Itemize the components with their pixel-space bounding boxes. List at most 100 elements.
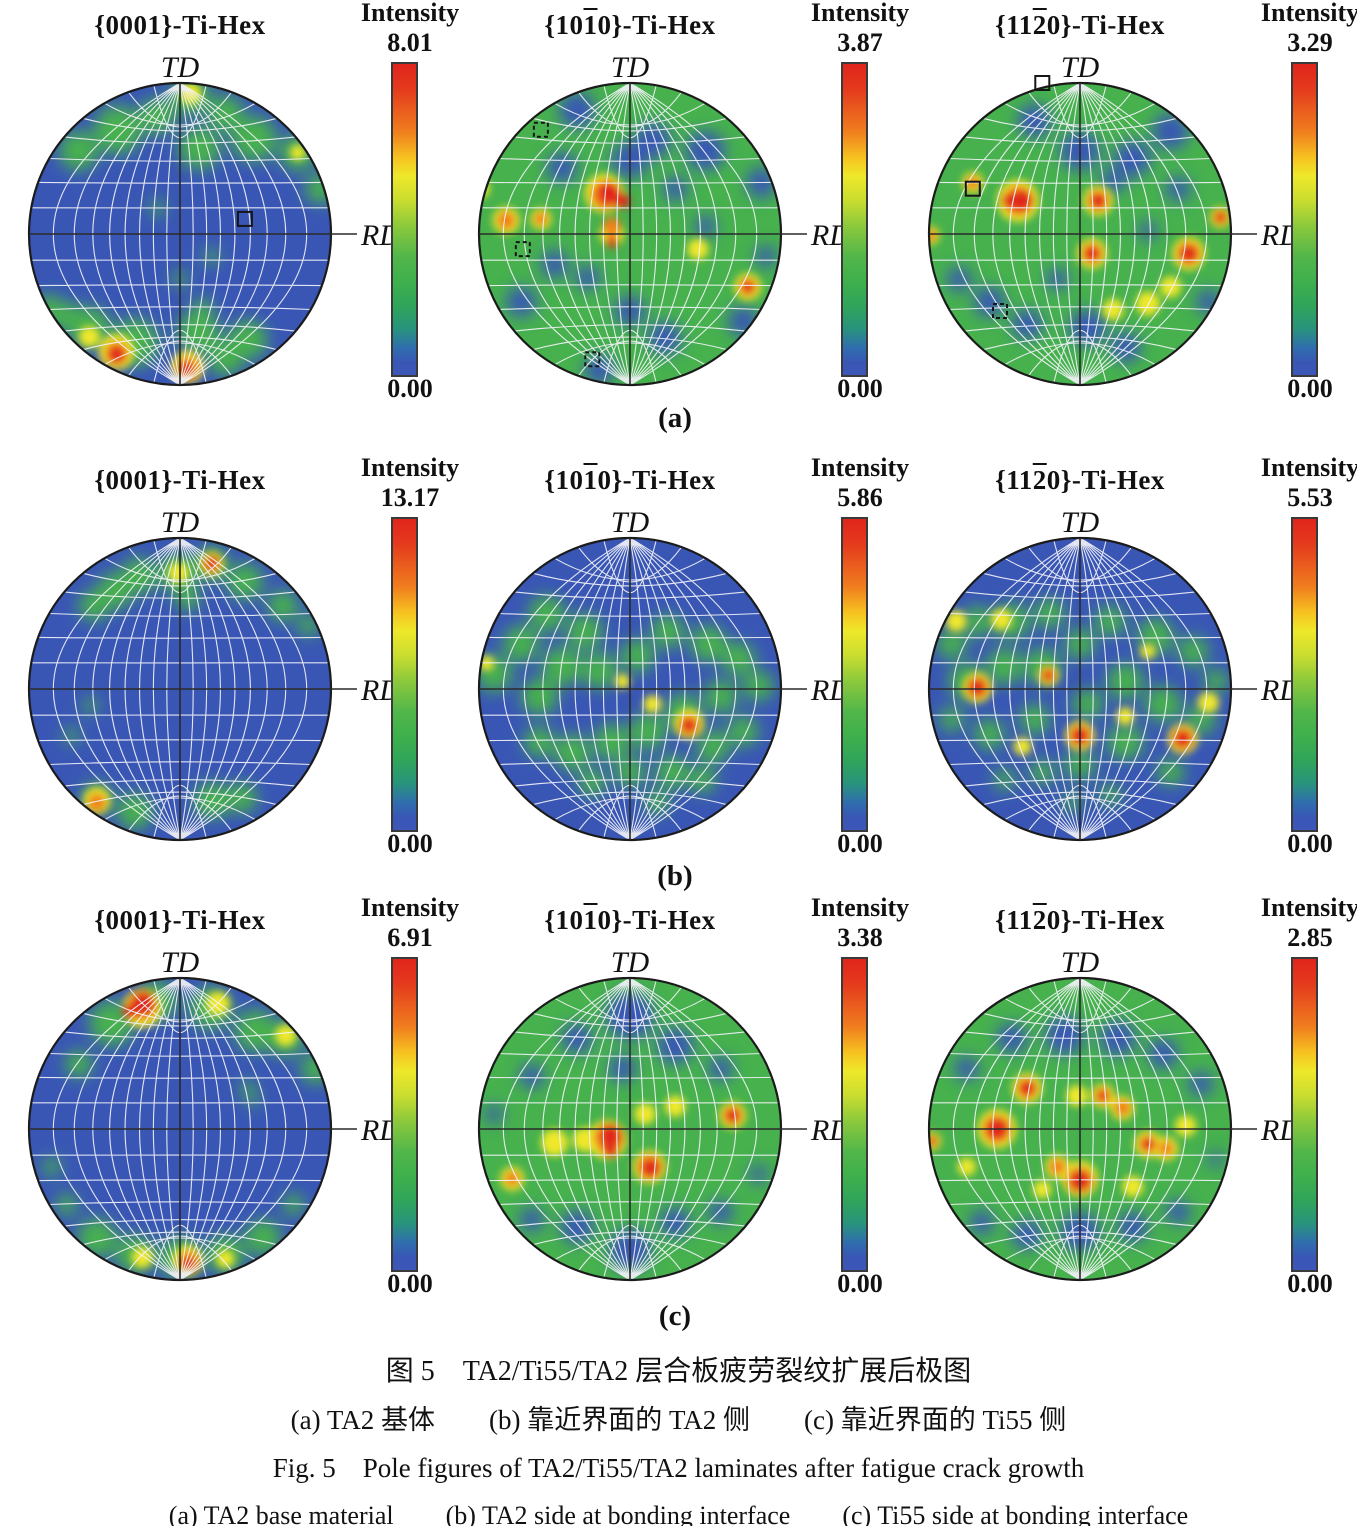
intensity-scale-label: Intensity: [360, 453, 460, 482]
pole-figure-title: {1120}-Ti-Hex: [905, 465, 1255, 496]
intensity-scale-label: Intensity: [360, 0, 460, 27]
intensity-min-value: 0.00: [387, 829, 433, 858]
pole-figure-cell-b1: TD RD {0001}-Ti-Hex Intensity 13.17 0.00: [0, 453, 459, 895]
figure-caption: 图 5 TA2/Ti55/TA2 层合板疲劳裂纹扩展后极图 (a) TA2 基体…: [0, 1348, 1357, 1526]
plane-barred-index: 1: [583, 465, 598, 495]
intensity-max-value: 2.85: [1287, 923, 1333, 952]
plane-prefix: {0001: [94, 465, 162, 495]
plane-suffix: 0}-Ti-Hex: [1046, 905, 1165, 935]
pole-figure-title: {1010}-Ti-Hex: [455, 905, 805, 936]
pole-figure-cell-b3: TD RD {1120}-Ti-Hex Intensity 5.53 0.00: [900, 453, 1357, 895]
intensity-colorbar: [841, 62, 868, 377]
plane-prefix: {10: [544, 465, 584, 495]
intensity-scale-label: Intensity: [1260, 893, 1357, 922]
intensity-min-value: 0.00: [387, 1269, 433, 1298]
pole-figure-title: {1010}-Ti-Hex: [455, 465, 805, 496]
plane-suffix: }-Ti-Hex: [161, 905, 266, 935]
plane-prefix: {10: [544, 10, 584, 40]
plane-suffix: }-Ti-Hex: [161, 10, 266, 40]
plane-suffix: 0}-Ti-Hex: [597, 10, 716, 40]
intensity-scale-label: Intensity: [360, 893, 460, 922]
intensity-min-value: 0.00: [837, 829, 883, 858]
intensity-min-value: 0.00: [1287, 1269, 1333, 1298]
pole-figure-svg: TD RD: [927, 506, 1301, 842]
scan-area-marker: [964, 180, 981, 197]
plane-suffix: 0}-Ti-Hex: [597, 905, 716, 935]
pole-figure-svg: TD RD: [27, 51, 401, 387]
intensity-max-value: 6.91: [387, 923, 433, 952]
intensity-colorbar: [1291, 517, 1318, 832]
pole-figure-title: {0001}-Ti-Hex: [5, 10, 355, 41]
intensity-min-value: 0.00: [1287, 374, 1333, 403]
pole-figure-cell-c3: TD RD {1120}-Ti-Hex Intensity 2.85 0.00: [900, 893, 1357, 1335]
intensity-max-value: 3.87: [837, 28, 883, 57]
intensity-scale-label: Intensity: [1260, 453, 1357, 482]
plane-barred-index: 2: [1032, 10, 1047, 40]
td-axis-label: TD: [1061, 946, 1100, 979]
pole-figure-svg: TD RD: [477, 946, 851, 1282]
plane-suffix: 0}-Ti-Hex: [597, 465, 716, 495]
intensity-scale-label: Intensity: [810, 0, 910, 27]
td-axis-label: TD: [161, 946, 200, 979]
plane-barred-index: 1: [583, 905, 598, 935]
pole-figure-svg: TD RD: [477, 506, 851, 842]
plane-prefix: {11: [995, 905, 1033, 935]
intensity-scale-label: Intensity: [810, 893, 910, 922]
texture-hotspots: [930, 1073, 1197, 1199]
plane-prefix: {11: [995, 10, 1033, 40]
intensity-colorbar: [1291, 957, 1318, 1272]
plane-prefix: {11: [995, 465, 1033, 495]
row-label-a: (a): [658, 402, 692, 434]
texture-hotspots: [83, 551, 224, 815]
caption-title-en: Fig. 5 Pole figures of TA2/Ti55/TA2 lami…: [272, 1453, 1085, 1483]
intensity-max-value: 5.53: [1287, 483, 1333, 512]
texture-hotspots: [480, 655, 704, 739]
intensity-max-value: 8.01: [387, 28, 433, 57]
intensity-max-value: 13.17: [380, 483, 440, 512]
plane-barred-index: 2: [1032, 905, 1047, 935]
pole-figure-cell-c1: TD RD {0001}-Ti-Hex Intensity 6.91 0.00: [0, 893, 459, 1335]
pole-figure-cell-c2: TD RD {1010}-Ti-Hex Intensity 3.38 0.00: [450, 893, 909, 1335]
pole-figure-svg: TD RD: [927, 51, 1301, 387]
plane-barred-index: 2: [1032, 465, 1047, 495]
td-axis-label: TD: [161, 506, 200, 539]
td-axis-label: TD: [611, 946, 650, 979]
row-label-b: (b): [657, 860, 693, 892]
td-axis-label: TD: [611, 506, 650, 539]
intensity-colorbar: [841, 957, 868, 1272]
pole-figure-svg: TD RD: [27, 946, 401, 1282]
caption-subtitle-en: (a) TA2 base material (b) TA2 side at bo…: [168, 1501, 1189, 1526]
intensity-colorbar: [391, 62, 418, 377]
scan-area-marker: [992, 303, 1008, 319]
intensity-scale-label: Intensity: [1260, 0, 1357, 27]
pole-figure-svg: TD RD: [477, 51, 851, 387]
pole-figure-cell-a3: TD RD {1120}-Ti-Hex Intensity 3.29 0.00: [900, 0, 1357, 440]
td-axis-label: TD: [1061, 51, 1100, 84]
pole-figure-title: {1010}-Ti-Hex: [455, 10, 805, 41]
plane-suffix: 0}-Ti-Hex: [1046, 465, 1165, 495]
td-axis-label: TD: [1061, 506, 1100, 539]
scan-area-marker: [1034, 75, 1051, 91]
intensity-scale-label: Intensity: [810, 453, 910, 482]
pole-figure-cell-a1: TD RD {0001}-Ti-Hex Intensity 8.01 0.00: [0, 0, 459, 440]
pole-figure-title: {0001}-Ti-Hex: [5, 465, 355, 496]
plane-barred-index: 1: [583, 10, 598, 40]
intensity-max-value: 5.86: [837, 483, 883, 512]
pole-figure-svg: TD RD: [927, 946, 1301, 1282]
caption-title-zh: 图 5 TA2/Ti55/TA2 层合板疲劳裂纹扩展后极图: [385, 1356, 972, 1387]
pole-figure-title: {0001}-Ti-Hex: [5, 905, 355, 936]
plane-prefix: {10: [544, 905, 584, 935]
plane-prefix: {0001: [94, 10, 162, 40]
intensity-colorbar: [841, 517, 868, 832]
pole-figure-cell-b2: TD RD {1010}-Ti-Hex Intensity 5.86 0.00: [450, 453, 909, 895]
texture-hotspots: [500, 1095, 747, 1191]
plane-suffix: }-Ti-Hex: [161, 465, 266, 495]
intensity-min-value: 0.00: [837, 374, 883, 403]
intensity-min-value: 0.00: [837, 1269, 883, 1298]
intensity-colorbar: [391, 517, 418, 832]
plane-suffix: 0}-Ti-Hex: [1046, 10, 1165, 40]
pole-figure-cell-a2: TD RD {1010}-Ti-Hex Intensity 3.87 0.00: [450, 0, 909, 440]
scan-area-marker: [236, 210, 253, 227]
plane-prefix: {0001: [94, 905, 162, 935]
